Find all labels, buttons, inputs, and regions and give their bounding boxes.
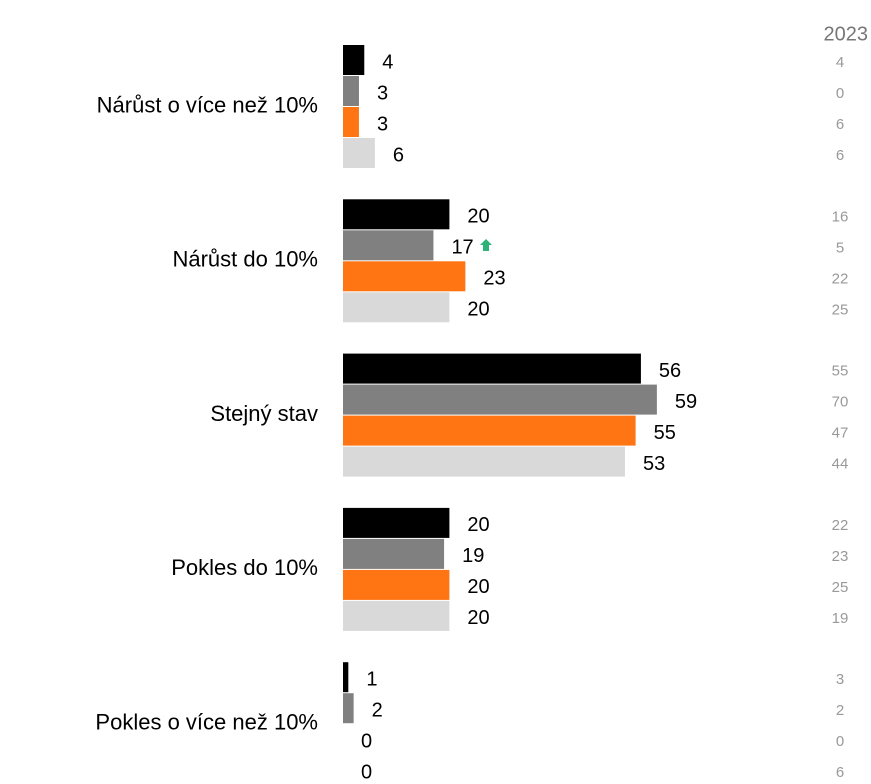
category-label: Pokles o více než 10% [95, 710, 318, 735]
bar [343, 384, 657, 415]
bar [343, 76, 359, 106]
comparison-value: 25 [832, 579, 849, 596]
comparison-value: 5 [836, 239, 844, 256]
bar [343, 199, 450, 230]
bar [343, 693, 354, 724]
bar [343, 261, 466, 292]
value-label: 20 [467, 576, 489, 598]
up-arrow-icon [480, 239, 492, 251]
bar [343, 415, 636, 446]
comparison-value: 2 [836, 702, 844, 719]
bar [343, 353, 641, 384]
comparison-value: 6 [836, 764, 844, 781]
comparison-value: 4 [836, 54, 844, 71]
value-label: 59 [675, 391, 697, 413]
bar [343, 230, 434, 261]
value-label: 23 [483, 268, 505, 290]
category-label: Nárůst do 10% [172, 247, 318, 272]
value-label: 55 [654, 422, 676, 444]
bar [343, 45, 365, 75]
comparison-value: 3 [836, 671, 844, 688]
bar [343, 107, 359, 137]
comparison-value: 25 [832, 301, 849, 318]
value-label: 17 [451, 237, 473, 259]
value-label: 1 [366, 668, 377, 690]
value-label: 0 [361, 730, 372, 752]
bar [343, 662, 349, 693]
bar [343, 507, 450, 538]
comparison-value: 6 [836, 147, 844, 164]
comparison-value: 22 [832, 517, 849, 534]
category-label: Stejný stav [210, 401, 318, 426]
comparison-value: 19 [832, 610, 849, 627]
comparison-value: 22 [832, 270, 849, 287]
bar [343, 292, 450, 323]
value-label: 20 [467, 514, 489, 536]
value-label: 6 [393, 144, 404, 166]
comparison-value: 70 [832, 394, 849, 411]
value-label: 20 [467, 607, 489, 629]
comparison-value: 0 [836, 733, 844, 750]
bar [343, 569, 450, 600]
value-label: 2 [372, 699, 383, 721]
value-label: 56 [659, 360, 681, 382]
value-label: 20 [467, 299, 489, 321]
category-label: Pokles do 10% [171, 555, 318, 580]
bar [343, 538, 445, 569]
comparison-value: 55 [832, 363, 849, 380]
comparison-value: 16 [832, 208, 849, 225]
comparison-value: 0 [836, 85, 844, 102]
value-label: 3 [377, 82, 388, 104]
bar [343, 600, 450, 631]
value-label: 4 [382, 51, 393, 73]
value-label: 3 [377, 113, 388, 135]
comparison-title: 2023 [824, 23, 869, 45]
value-label: 53 [643, 453, 665, 475]
comparison-value: 44 [832, 456, 849, 473]
category-label: Nárůst o více než 10% [97, 92, 318, 117]
bar [343, 138, 375, 168]
comparison-value: 47 [832, 425, 849, 442]
comparison-value: 6 [836, 116, 844, 133]
value-label: 19 [462, 545, 484, 567]
comparison-value: 23 [832, 548, 849, 565]
value-label: 0 [361, 761, 372, 783]
value-label: 20 [467, 206, 489, 228]
bar [343, 446, 625, 477]
